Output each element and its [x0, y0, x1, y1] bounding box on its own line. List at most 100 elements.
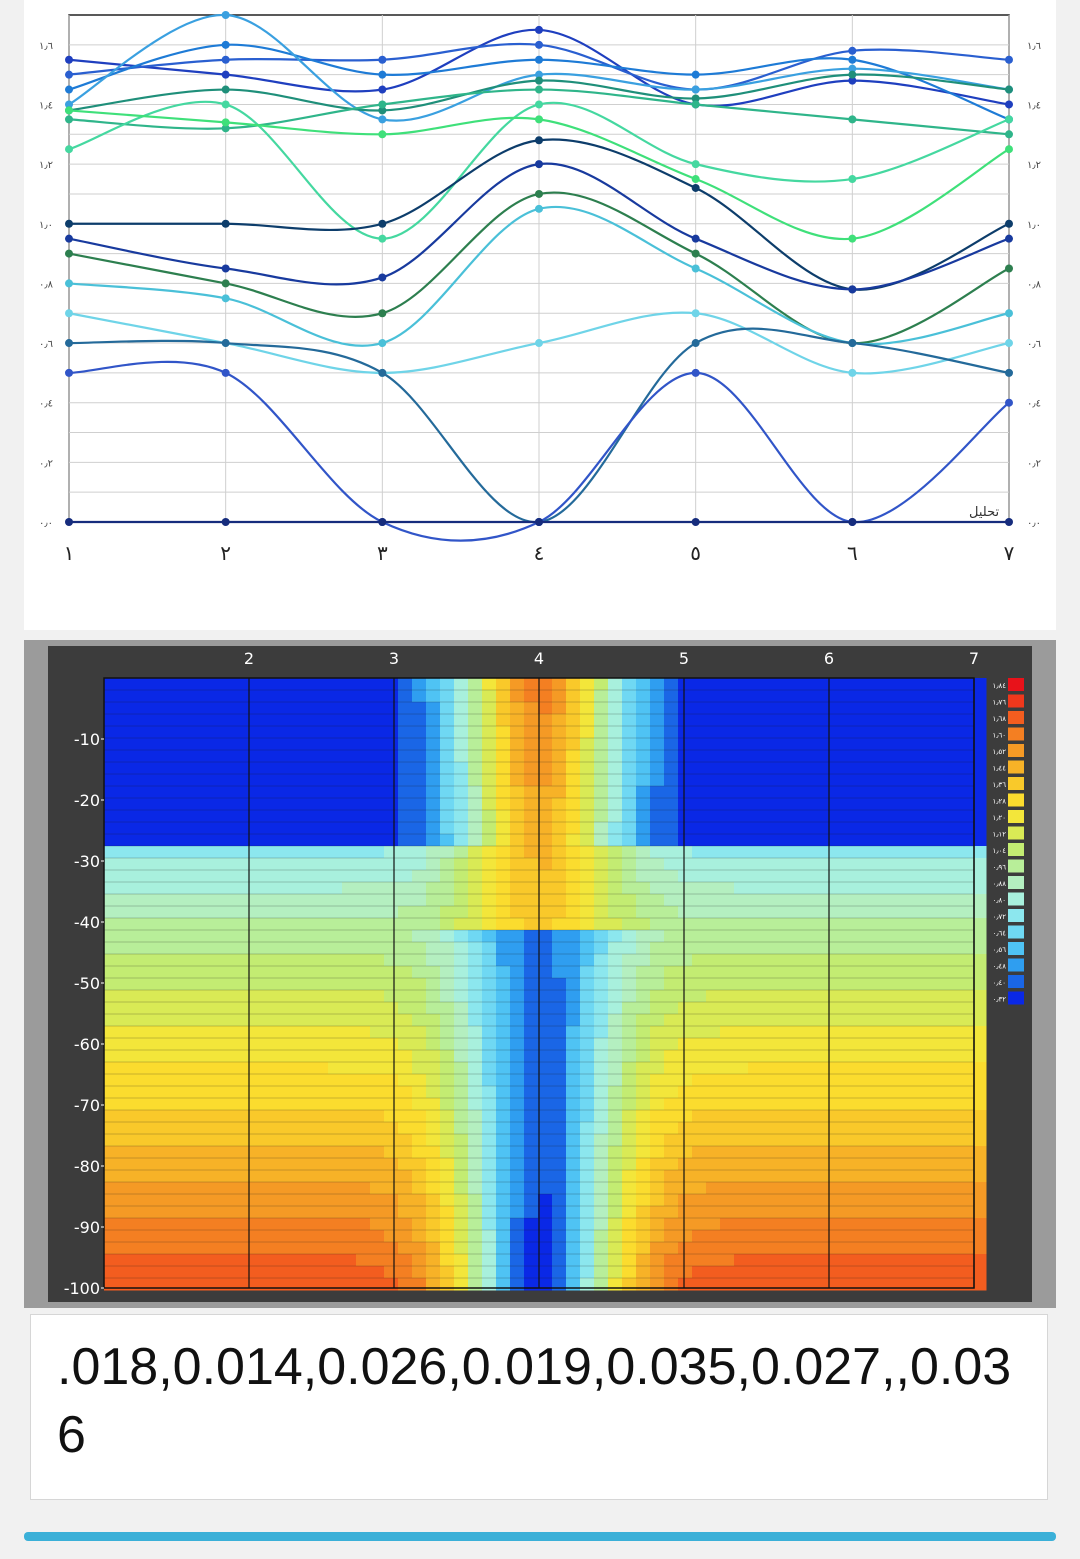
contour-cell: [412, 858, 427, 871]
contour-cell: [958, 1122, 973, 1135]
contour-cell: [664, 1242, 679, 1255]
contour-cell: [706, 990, 721, 1003]
contour-cell: [678, 870, 693, 883]
contour-cell: [944, 846, 959, 859]
contour-cell: [664, 930, 679, 943]
contour-cell: [944, 1134, 959, 1147]
contour-cell: [398, 726, 413, 739]
contour-cell: [230, 1074, 245, 1087]
contour-cell: [720, 1050, 735, 1063]
contour-cell: [272, 1026, 287, 1039]
contour-cell: [580, 678, 595, 691]
contour-cell: [692, 1206, 707, 1219]
contour-cell: [972, 798, 987, 811]
contour-cell: [132, 678, 147, 691]
contour-cell: [930, 726, 945, 739]
contour-cell: [902, 942, 917, 955]
contour-cell: [244, 810, 259, 823]
contour-cell: [468, 1146, 483, 1159]
contour-cell: [930, 966, 945, 979]
contour-cell: [510, 1182, 525, 1195]
contour-cell: [902, 882, 917, 895]
contour-cell: [608, 762, 623, 775]
contour-cell: [426, 918, 441, 931]
contour-cell: [692, 1242, 707, 1255]
contour-cell: [202, 774, 217, 787]
contour-cell: [664, 870, 679, 883]
contour-cell: [790, 1182, 805, 1195]
contour-cell: [692, 1158, 707, 1171]
contour-cell: [118, 1098, 133, 1111]
contour-cell: [720, 966, 735, 979]
contour-cell: [706, 1146, 721, 1159]
contour-cell: [524, 1110, 539, 1123]
contour-cell: [734, 690, 749, 703]
contour-cell: [664, 954, 679, 967]
contour-cell: [552, 738, 567, 751]
contour-cell: [874, 1002, 889, 1015]
contour-cell: [706, 714, 721, 727]
contour-cell: [272, 954, 287, 967]
contour-cell: [356, 702, 371, 715]
contour-cell: [552, 810, 567, 823]
contour-cell: [524, 978, 539, 991]
contour-cell: [650, 990, 665, 1003]
contour-cell: [818, 1098, 833, 1111]
contour-cell: [566, 726, 581, 739]
contour-cell: [426, 1026, 441, 1039]
contour-cell: [510, 786, 525, 799]
contour-cell: [734, 1158, 749, 1171]
line-y-tick-label-right: ١٫٢: [1027, 160, 1041, 171]
contour-cell: [216, 1086, 231, 1099]
contour-cell: [286, 846, 301, 859]
contour-cell: [146, 1254, 161, 1267]
contour-cell: [188, 774, 203, 787]
contour-cell: [678, 978, 693, 991]
contour-cell: [944, 954, 959, 967]
contour-cell: [748, 1026, 763, 1039]
contour-cell: [328, 930, 343, 943]
contour-cell: [216, 1002, 231, 1015]
contour-cell: [902, 1206, 917, 1219]
contour-cell: [510, 1266, 525, 1279]
contour-cell: [888, 726, 903, 739]
contour-cell: [734, 1110, 749, 1123]
contour-cell: [160, 906, 175, 919]
contour-cell: [748, 1050, 763, 1063]
contour-cell: [706, 1218, 721, 1231]
contour-cell: [678, 906, 693, 919]
line-series-point: [691, 368, 700, 377]
contour-cell: [734, 1026, 749, 1039]
contour-cell: [678, 1242, 693, 1255]
contour-cell: [496, 1050, 511, 1063]
contour-cell: [272, 774, 287, 787]
contour-cell: [244, 762, 259, 775]
contour-cell: [216, 978, 231, 991]
contour-cell: [202, 1206, 217, 1219]
contour-cell: [272, 846, 287, 859]
contour-cell: [398, 738, 413, 751]
contour-cell: [286, 726, 301, 739]
contour-cell: [440, 954, 455, 967]
contour-cell: [328, 954, 343, 967]
contour-cell: [804, 894, 819, 907]
contour-cell: [342, 1194, 357, 1207]
contour-cell: [776, 954, 791, 967]
contour-cell: [706, 846, 721, 859]
contour-cell: [832, 906, 847, 919]
line-series-point: [535, 70, 543, 79]
contour-cell: [692, 990, 707, 1003]
contour-cell: [440, 1074, 455, 1087]
contour-cell: [832, 858, 847, 871]
line-series-point: [221, 264, 230, 273]
contour-cell: [636, 1242, 651, 1255]
contour-cell: [818, 894, 833, 907]
contour-cell: [888, 714, 903, 727]
contour-cell: [300, 894, 315, 907]
contour-cell: [622, 1170, 637, 1183]
contour-cell: [272, 1218, 287, 1231]
contour-cell: [300, 834, 315, 847]
contour-cell: [678, 702, 693, 715]
contour-cell: [188, 714, 203, 727]
contour-cell: [356, 1062, 371, 1075]
